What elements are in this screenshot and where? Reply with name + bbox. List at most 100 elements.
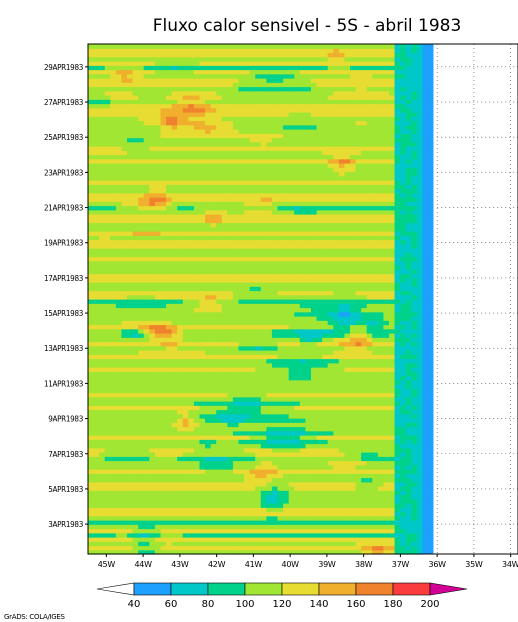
- heatmap-cell: [400, 486, 407, 491]
- heatmap-cell: [221, 341, 228, 347]
- heatmap-cell: [405, 294, 412, 300]
- heatmap-cell: [132, 316, 139, 321]
- heatmap-cell: [160, 392, 167, 398]
- heatmap-cell: [199, 494, 206, 500]
- heatmap-cell: [349, 447, 357, 453]
- heatmap-cell: [344, 345, 351, 351]
- heatmap-cell: [232, 443, 240, 449]
- heatmap-cell: [400, 294, 407, 300]
- heatmap-cell: [249, 435, 256, 440]
- heatmap-cell: [333, 371, 340, 377]
- heatmap-cell: [88, 282, 95, 287]
- heatmap-cell: [127, 439, 134, 445]
- chart-title: Fluxo calor sensivel - 5S - abril 1983: [153, 16, 462, 36]
- heatmap-cell: [283, 545, 290, 551]
- heatmap-cell: [115, 388, 123, 394]
- heatmap-cell: [232, 269, 240, 275]
- heatmap-cell: [154, 354, 162, 360]
- heatmap-cell: [244, 375, 251, 381]
- heatmap-cell: [305, 358, 312, 364]
- heatmap-cell: [333, 201, 340, 207]
- heatmap-cell: [104, 443, 111, 449]
- heatmap-cell: [227, 439, 234, 445]
- heatmap-cell: [405, 405, 412, 411]
- heatmap-cell: [149, 396, 156, 402]
- heatmap-cell: [349, 384, 357, 389]
- heatmap-cell: [188, 528, 195, 534]
- heatmap-cell: [171, 503, 178, 508]
- heatmap-cell: [193, 362, 201, 368]
- heatmap-cell: [344, 260, 351, 266]
- heatmap-cell: [277, 311, 284, 317]
- heatmap-cell: [322, 316, 329, 321]
- heatmap-cell: [294, 409, 301, 415]
- heatmap-cell: [400, 460, 407, 466]
- heatmap-cell: [394, 235, 401, 241]
- heatmap-cell: [127, 243, 134, 249]
- heatmap-cell: [305, 515, 312, 521]
- heatmap-cell: [389, 503, 396, 508]
- heatmap-cell: [210, 486, 217, 491]
- heatmap-cell: [377, 528, 385, 534]
- heatmap-cell: [205, 337, 212, 343]
- heatmap-cell: [400, 447, 407, 453]
- heatmap-cell: [138, 282, 145, 287]
- heatmap-cell: [182, 299, 189, 304]
- heatmap-cell: [199, 426, 206, 432]
- heatmap-cell: [143, 248, 150, 253]
- heatmap-cell: [160, 388, 167, 394]
- heatmap-cell: [316, 494, 323, 500]
- heatmap-cell: [389, 231, 396, 236]
- heatmap-cell: [310, 282, 318, 287]
- heatmap-cell: [127, 307, 134, 313]
- heatmap-cell: [205, 294, 212, 300]
- heatmap-cell: [127, 197, 134, 202]
- heatmap-cell: [99, 477, 106, 483]
- heatmap-cell: [322, 201, 329, 207]
- heatmap-cell: [355, 286, 362, 292]
- heatmap-cell: [216, 456, 223, 462]
- heatmap-cell: [171, 507, 178, 513]
- heatmap-cell: [88, 439, 95, 445]
- heatmap-cell: [132, 256, 139, 262]
- heatmap-cell: [416, 418, 424, 423]
- heatmap-cell: [260, 401, 267, 406]
- heatmap-cell: [416, 248, 424, 253]
- heatmap-cell: [344, 311, 351, 317]
- heatmap-cell: [182, 520, 189, 525]
- heatmap-cell: [154, 384, 162, 389]
- heatmap-cell: [405, 269, 412, 275]
- heatmap-cell: [327, 549, 334, 555]
- heatmap-cell: [389, 286, 396, 292]
- heatmap-cell: [389, 435, 396, 440]
- heatmap-cell: [188, 324, 195, 330]
- heatmap-cell: [383, 409, 390, 415]
- heatmap-cell: [227, 430, 234, 436]
- heatmap-cell: [88, 498, 95, 504]
- heatmap-cell: [154, 481, 162, 487]
- heatmap-cell: [160, 316, 167, 321]
- heatmap-cell: [389, 252, 396, 258]
- heatmap-cell: [322, 286, 329, 292]
- heatmap-cell: [400, 388, 407, 394]
- heatmap-cell: [88, 435, 95, 440]
- heatmap-cell: [344, 498, 351, 504]
- heatmap-cell: [260, 494, 267, 500]
- heatmap-cell: [271, 515, 279, 521]
- heatmap-cell: [132, 201, 139, 207]
- heatmap-cell: [238, 260, 245, 266]
- heatmap-cell: [249, 256, 256, 262]
- heatmap-cell: [121, 447, 128, 453]
- heatmap-cell: [160, 443, 167, 449]
- heatmap-cell: [288, 549, 295, 555]
- heatmap-cell: [160, 256, 167, 262]
- heatmap-cell: [154, 265, 162, 270]
- heatmap-cell: [355, 486, 362, 491]
- heatmap-cell: [110, 277, 117, 283]
- heatmap-cell: [249, 405, 256, 411]
- heatmap-cell: [405, 282, 412, 287]
- heatmap-cell: [171, 524, 178, 530]
- heatmap-cell: [327, 358, 334, 364]
- heatmap-cell: [294, 371, 301, 377]
- heatmap-cell: [143, 409, 150, 415]
